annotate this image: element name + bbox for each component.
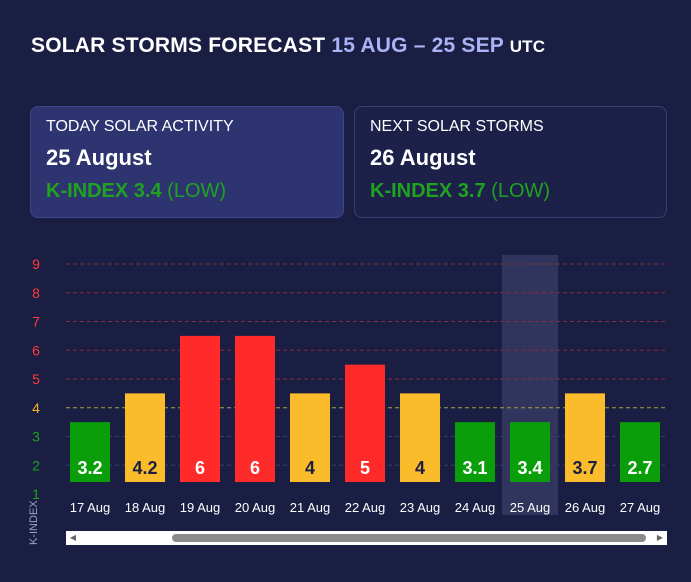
bar-22-aug xyxy=(345,364,385,482)
x-tick-label: 19 Aug xyxy=(180,500,221,515)
title-main: SOLAR STORMS FORECAST xyxy=(31,34,326,57)
x-tick-label: 27 Aug xyxy=(620,500,661,515)
y-tick-label-5: 5 xyxy=(32,371,40,387)
next-k-index-value: K-INDEX 3.7 xyxy=(370,180,486,202)
y-tick-label-6: 6 xyxy=(32,342,40,358)
bar-value-label: 3.7 xyxy=(572,458,597,478)
today-card-label: TODAY SOLAR ACTIVITY xyxy=(46,118,234,135)
x-tick-label: 23 Aug xyxy=(400,500,441,515)
today-k-index-level: (LOW) xyxy=(167,180,227,202)
bar-24-aug xyxy=(455,422,495,482)
x-tick-label: 22 Aug xyxy=(345,500,386,515)
x-tick-label: 26 Aug xyxy=(565,500,606,515)
bar-value-label: 3.2 xyxy=(77,458,102,478)
y-tick-label-7: 7 xyxy=(32,314,40,330)
next-storms-card: NEXT SOLAR STORMS 26 August K-INDEX 3.7 … xyxy=(354,106,667,218)
y-tick-label-8: 8 xyxy=(32,285,40,301)
y-axis-title: K-INDEX xyxy=(28,500,40,545)
bar-26-aug xyxy=(565,393,605,482)
next-k-index: K-INDEX 3.7 (LOW) xyxy=(370,180,651,203)
title-timezone: UTC xyxy=(509,37,546,56)
bar-value-label: 3.4 xyxy=(517,458,542,478)
scroll-left-arrow-icon[interactable]: ◀ xyxy=(69,533,77,542)
bar-value-label: 4 xyxy=(415,458,425,478)
bar-27-aug xyxy=(620,422,660,482)
bar-17-aug xyxy=(70,422,110,482)
next-k-index-level: (LOW) xyxy=(491,180,551,202)
bar-value-label: 6 xyxy=(250,458,260,478)
next-card-label: NEXT SOLAR STORMS xyxy=(370,118,544,135)
y-tick-label-1: 1 xyxy=(32,486,40,502)
bar-value-label: 4 xyxy=(305,458,315,478)
title-date-range: 15 AUG – 25 SEP xyxy=(331,34,504,57)
x-tick-label: 21 Aug xyxy=(290,500,331,515)
bar-23-aug xyxy=(400,393,440,482)
y-tick-label-9: 9 xyxy=(32,256,40,272)
bar-value-label: 6 xyxy=(195,458,205,478)
today-k-index-value: K-INDEX 3.4 xyxy=(46,180,162,202)
bar-20-aug xyxy=(235,335,275,482)
today-card-date: 25 August xyxy=(46,145,152,170)
y-tick-label-2: 2 xyxy=(32,457,40,473)
bar-value-label: 5 xyxy=(360,458,370,478)
bar-21-aug xyxy=(290,393,330,482)
x-tick-label: 25 Aug xyxy=(510,500,551,515)
bar-25-aug xyxy=(510,422,550,482)
chart-scrollbar[interactable]: ◀ ▶ xyxy=(66,531,667,545)
y-tick-label-3: 3 xyxy=(32,429,40,445)
x-tick-label: 18 Aug xyxy=(125,500,166,515)
x-tick-label: 20 Aug xyxy=(235,500,276,515)
scrollbar-thumb[interactable] xyxy=(172,534,646,542)
scroll-right-arrow-icon[interactable]: ▶ xyxy=(656,533,664,542)
x-tick-label: 17 Aug xyxy=(70,500,111,515)
k-index-bar-chart: 1 2 3 4 5 6 7 8 9 3.2 17 Aug 4.2 18 Aug 6 19 Aug 6 20 Au… xyxy=(32,255,667,515)
bar-18-aug xyxy=(125,393,165,482)
bar-19-aug xyxy=(180,335,220,482)
bar-value-label: 4.2 xyxy=(132,458,157,478)
next-card-date: 26 August xyxy=(370,145,476,170)
today-activity-card: TODAY SOLAR ACTIVITY 25 August K-INDEX 3… xyxy=(30,106,344,218)
bar-value-label: 2.7 xyxy=(627,458,652,478)
today-k-index: K-INDEX 3.4 (LOW) xyxy=(46,180,328,203)
page-title: SOLAR STORMS FORECAST 15 AUG – 25 SEP UT… xyxy=(31,34,545,58)
y-tick-label-4: 4 xyxy=(32,400,40,416)
x-tick-label: 24 Aug xyxy=(455,500,496,515)
bar-value-label: 3.1 xyxy=(462,458,487,478)
